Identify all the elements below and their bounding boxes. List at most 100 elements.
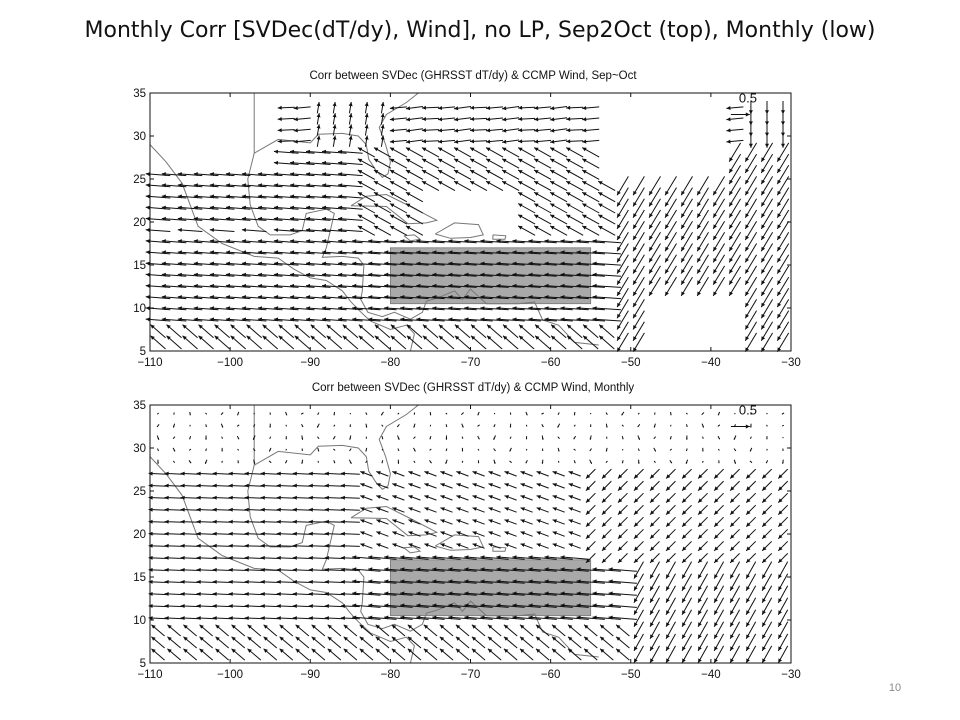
wind-vector	[697, 561, 709, 579]
wind-vector	[432, 591, 461, 596]
wind-vector	[776, 209, 790, 230]
wind-vector	[509, 423, 512, 428]
wind-vector	[565, 225, 584, 236]
wind-vector	[664, 209, 677, 230]
wind-vector	[340, 543, 360, 548]
wind-vector	[665, 609, 676, 628]
wind-vector	[518, 128, 536, 133]
wind-vector	[469, 147, 488, 158]
wind-vector	[352, 295, 381, 300]
wind-vector	[680, 187, 693, 207]
wind-vector	[761, 553, 773, 564]
wind-vector	[289, 228, 315, 232]
wind-vector	[289, 295, 315, 300]
wind-vector	[590, 412, 592, 415]
wind-vector	[697, 504, 708, 515]
wind-vector	[439, 636, 454, 649]
wind-vector	[681, 585, 693, 603]
wind-vector	[389, 180, 408, 192]
wind-vector	[713, 573, 725, 591]
wind-vector	[487, 648, 502, 661]
wind-vector	[536, 495, 549, 501]
wind-vector	[269, 423, 271, 428]
wind-vector	[576, 615, 605, 620]
wind-vector	[340, 579, 360, 584]
wind-vector	[337, 317, 363, 322]
wind-vector	[189, 424, 191, 427]
wind-vector	[193, 172, 219, 177]
wind-vector	[221, 460, 223, 463]
wind-vector	[713, 585, 725, 603]
wind-vector	[471, 624, 486, 637]
wind-vector	[617, 516, 628, 528]
wind-vector	[164, 531, 184, 536]
wind-vector	[681, 480, 692, 491]
wind-vector	[745, 528, 757, 540]
wind-vector	[616, 220, 629, 241]
wind-vector	[148, 555, 168, 560]
wind-vector	[279, 624, 294, 637]
wind-vector	[696, 276, 709, 297]
wind-vector	[308, 519, 328, 524]
wind-vector	[582, 335, 599, 350]
wind-vector	[585, 540, 596, 552]
wind-vector	[348, 459, 352, 465]
wind-vector	[161, 295, 187, 300]
wind-vector	[480, 591, 509, 596]
wind-vector	[653, 423, 656, 428]
wind-vector	[649, 609, 660, 628]
wind-vector	[432, 567, 461, 572]
wind-vector	[664, 176, 677, 196]
wind-vector	[697, 573, 709, 591]
wind-vector	[352, 250, 381, 255]
wind-vector	[301, 424, 304, 428]
wind-vector	[633, 540, 644, 552]
wind-vector	[544, 250, 573, 255]
wind-vector	[760, 164, 774, 185]
wind-vector	[744, 176, 758, 196]
wind-vector	[560, 283, 589, 288]
wind-vector	[440, 471, 453, 477]
wind-vector	[352, 603, 381, 608]
wind-vector	[681, 645, 693, 664]
wind-vector	[360, 507, 373, 513]
wind-vector	[327, 648, 342, 661]
wind-vector	[321, 239, 347, 244]
wind-vector	[429, 435, 432, 440]
wind-vector	[504, 471, 517, 477]
wind-vector	[381, 424, 384, 427]
wind-vector	[448, 567, 477, 572]
wind-vector	[209, 183, 235, 188]
wind-vector	[305, 216, 331, 221]
wind-vector	[337, 183, 363, 188]
wind-vector	[549, 203, 568, 214]
wind-vector	[352, 615, 381, 620]
wind-vector	[528, 272, 557, 277]
wind-vector	[349, 424, 351, 428]
wind-vector	[744, 187, 758, 207]
wind-vector	[599, 648, 614, 661]
wind-vector	[257, 194, 283, 199]
wind-vector	[321, 183, 347, 188]
wind-vector	[592, 306, 621, 311]
wind-vector	[225, 183, 251, 188]
wind-vector	[592, 295, 621, 300]
wind-vector	[214, 324, 231, 339]
wind-vector	[777, 633, 789, 652]
wind-vector	[228, 483, 248, 488]
wind-vector	[305, 194, 331, 199]
wind-vector	[544, 261, 573, 266]
wind-vector	[324, 495, 344, 500]
wind-vector	[244, 483, 264, 488]
wind-vector	[528, 567, 557, 572]
wind-vector	[592, 261, 621, 266]
wind-vector	[390, 335, 407, 350]
wind-vector	[728, 232, 742, 252]
wind-vector	[488, 483, 501, 489]
wind-vector	[276, 555, 296, 560]
wind-vector	[713, 645, 725, 664]
wind-vector	[437, 139, 456, 144]
wind-vector	[472, 495, 485, 501]
wind-vector	[260, 543, 280, 548]
wind-vector	[295, 648, 310, 661]
